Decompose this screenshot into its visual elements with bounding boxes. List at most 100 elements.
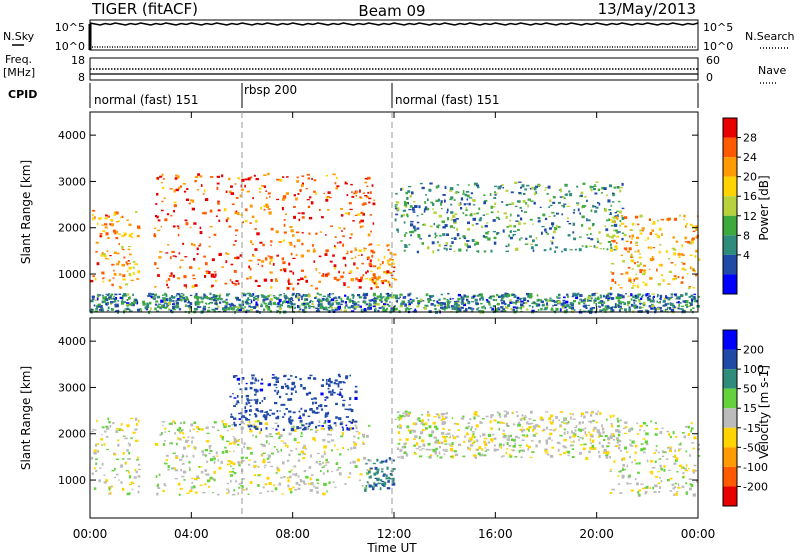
- data-cell: [255, 219, 258, 223]
- data-cell: [217, 200, 220, 202]
- data-cell: [688, 296, 691, 298]
- data-cell: [172, 225, 176, 228]
- data-cell: [482, 214, 485, 216]
- data-cell: [361, 253, 363, 256]
- data-cell: [316, 429, 319, 431]
- data-cell: [449, 189, 453, 192]
- data-cell: [616, 235, 620, 238]
- data-cell: [121, 302, 125, 305]
- data-cell: [695, 249, 698, 253]
- data-cell: [267, 255, 270, 257]
- data-cell: [428, 456, 431, 459]
- data-cell: [338, 308, 341, 311]
- data-cell: [380, 280, 384, 282]
- data-cell: [271, 412, 276, 415]
- data-cell: [531, 305, 534, 309]
- data-cell: [384, 301, 388, 304]
- data-cell: [127, 442, 130, 445]
- data-cell: [444, 306, 448, 310]
- data-cell: [367, 191, 369, 194]
- data-cell: [595, 181, 599, 183]
- data-cell: [691, 267, 695, 271]
- data-cell: [213, 470, 216, 474]
- data-cell: [173, 189, 176, 193]
- data-cell: [101, 300, 105, 304]
- data-cell: [579, 236, 582, 238]
- data-cell: [521, 434, 526, 437]
- data-cell: [157, 274, 160, 277]
- data-cell: [238, 463, 241, 467]
- data-cell: [623, 468, 626, 471]
- data-cell: [532, 223, 534, 225]
- data-cell: [445, 433, 448, 435]
- data-cell: [315, 307, 319, 310]
- data-cell: [115, 473, 119, 476]
- data-cell: [649, 470, 654, 474]
- data-cell: [114, 467, 116, 471]
- data-cell: [545, 307, 548, 310]
- colorbar-tick-label: -200: [743, 480, 768, 493]
- data-cell: [247, 493, 250, 495]
- data-cell: [433, 222, 436, 226]
- data-cell: [385, 459, 388, 461]
- data-cell: [196, 298, 199, 302]
- data-cell: [183, 479, 186, 481]
- data-cell: [254, 298, 257, 300]
- data-cell: [651, 299, 655, 303]
- data-cell: [300, 295, 304, 298]
- data-cell: [484, 307, 486, 310]
- data-cell: [392, 270, 395, 273]
- data-cell: [290, 398, 293, 401]
- data-cell: [645, 432, 649, 436]
- data-cell: [255, 390, 257, 394]
- data-cell: [519, 207, 522, 209]
- data-cell: [620, 303, 623, 305]
- data-cell: [283, 442, 287, 444]
- data-cell: [690, 297, 694, 300]
- data-cell: [638, 493, 641, 497]
- data-cell: [657, 283, 662, 286]
- colorbar-tick-label: 20: [743, 171, 757, 184]
- data-cell: [674, 454, 676, 458]
- data-cell: [619, 301, 622, 304]
- data-cell: [594, 205, 597, 208]
- data-cell: [518, 444, 522, 447]
- data-cell: [232, 282, 236, 285]
- data-cell: [604, 225, 607, 227]
- data-cell: [319, 208, 321, 211]
- data-cell: [519, 446, 522, 449]
- data-cell: [260, 428, 262, 432]
- data-cell: [497, 186, 501, 190]
- data-cell: [300, 254, 305, 258]
- data-cell: [450, 211, 454, 214]
- data-cell: [153, 233, 156, 236]
- data-cell: [249, 267, 252, 271]
- data-cell: [456, 233, 460, 237]
- data-cell: [572, 302, 575, 305]
- data-cell: [137, 490, 140, 494]
- data-cell: [156, 215, 159, 219]
- data-cell: [627, 266, 631, 269]
- data-cell: [103, 481, 107, 484]
- data-cell: [552, 304, 554, 307]
- data-cell: [189, 302, 193, 306]
- data-cell: [241, 395, 243, 398]
- data-cell: [307, 177, 310, 180]
- data-cell: [315, 192, 317, 195]
- data-cell: [221, 438, 224, 441]
- data-cell: [263, 397, 266, 400]
- data-cell: [692, 298, 695, 301]
- data-cell: [349, 374, 351, 377]
- x-tick-label: 00:00: [73, 527, 108, 541]
- data-cell: [265, 190, 268, 192]
- data-cell: [451, 434, 454, 437]
- data-cell: [470, 428, 472, 431]
- data-cell: [199, 226, 202, 230]
- data-cell: [131, 488, 134, 491]
- data-cell: [546, 426, 549, 430]
- data-cell: [128, 223, 132, 226]
- data-cell: [350, 409, 354, 413]
- data-cell: [161, 294, 165, 296]
- data-cell: [158, 303, 162, 305]
- data-cell: [329, 260, 333, 263]
